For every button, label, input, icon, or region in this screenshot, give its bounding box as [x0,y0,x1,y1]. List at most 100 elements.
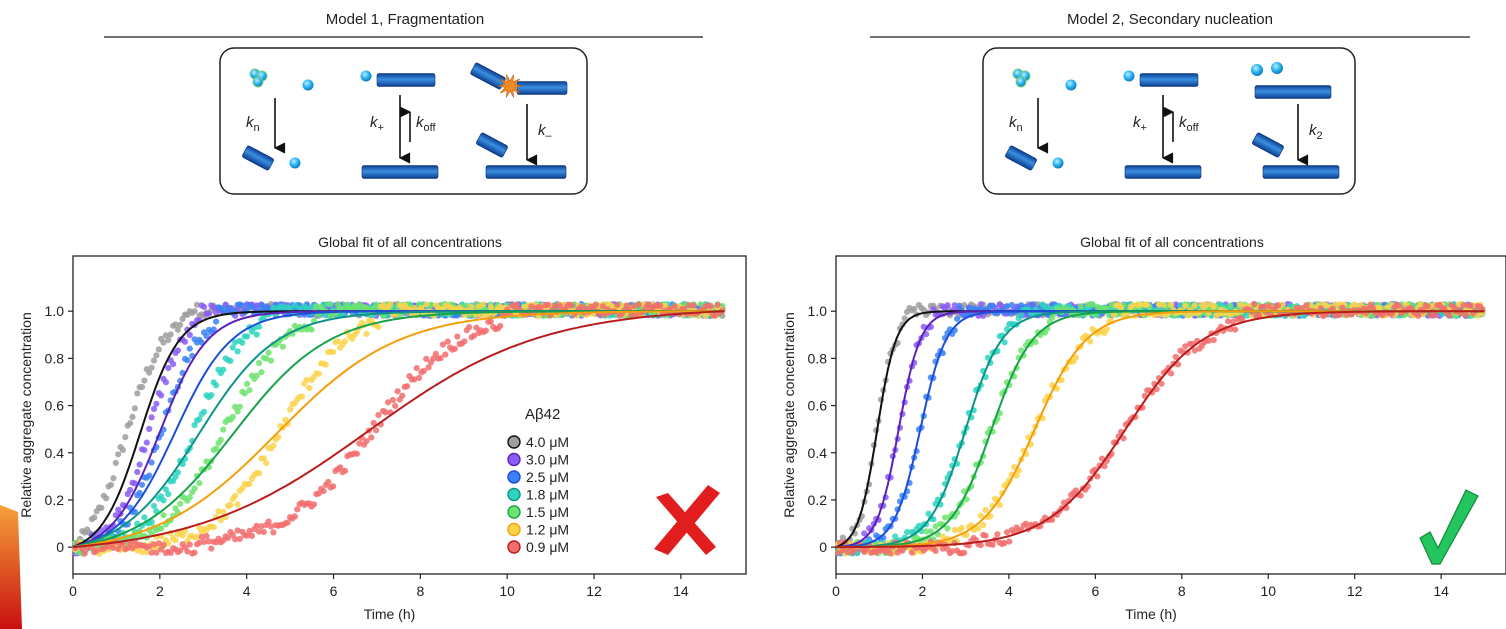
fibril [1124,165,1202,179]
monomer [1123,70,1135,82]
data-point [160,339,167,346]
fibril [1254,85,1332,99]
data-point [191,549,198,556]
data-point [1022,520,1030,527]
monomer [289,157,301,169]
data-point [91,514,98,521]
data-point [198,533,205,541]
data-point [184,357,191,364]
cross-mark [654,485,720,555]
data-point [1460,302,1467,309]
data-point [423,355,430,362]
data-point [315,370,322,377]
data-point [337,464,344,471]
data-point [363,330,370,337]
data-point [158,392,165,399]
legend-swatch [507,470,521,484]
data-point [213,382,220,389]
data-point [174,347,181,354]
data-point [186,494,193,501]
data-point [1396,302,1403,309]
data-point [165,336,172,344]
data-point [203,333,210,340]
data-point [241,390,248,397]
data-point [1274,302,1282,309]
data-point [951,526,958,534]
data-point [444,338,451,345]
data-point [279,343,286,350]
fit-lines [72,310,725,549]
data-point [263,460,270,467]
series-dots [72,301,726,550]
x-tick-label: 0 [69,583,77,599]
data-point [1001,539,1008,547]
data-point [330,483,337,490]
data-point [267,357,275,364]
data-point [165,491,172,498]
monomer [1251,64,1263,76]
data-point [275,434,282,441]
data-point [1094,473,1101,480]
data-point [425,364,432,371]
data-point [382,409,389,416]
data-point [420,367,427,375]
data-point [920,306,927,313]
data-point [153,400,160,407]
data-point [1182,303,1189,310]
data-point [172,321,179,328]
data-point [1158,380,1165,387]
monomer [1271,62,1283,74]
data-point [657,302,664,310]
data-point [1184,312,1191,319]
data-point [258,369,265,376]
data-point [932,523,939,530]
fibril [485,165,567,179]
data-point [270,529,277,536]
data-point [965,304,973,311]
data-point [246,480,253,487]
data-point [1384,304,1391,311]
data-point [160,512,167,519]
data-point [380,301,387,308]
data-point [170,361,177,368]
legend-swatch [507,540,521,554]
data-point [353,450,361,457]
data-point [234,501,241,508]
data-point [1377,304,1384,312]
data-point [103,495,110,502]
data-point [310,501,318,508]
data-point [1467,302,1474,309]
rate-constant-kminus: k– [538,122,553,142]
data-point [315,490,322,497]
fibril [376,73,436,87]
data-point [487,304,494,311]
legend-entry: 3.0 μM [526,452,569,468]
data-point [951,302,958,309]
data-point [389,396,396,404]
data-point [544,301,552,308]
data-point [697,301,704,308]
data-point [294,506,301,513]
data-point [325,301,332,308]
data-point [146,369,153,376]
y-axis-label: Relative aggregate concentration [18,312,34,517]
data-point [181,338,189,345]
legend: Aβ42 4.0 μM 3.0 μM2.5 μM 1.8 μM1.5 μM 1.2 μM… [507,406,569,555]
cross-stroke [654,485,720,555]
data-point [1474,312,1481,319]
data-point [1308,302,1315,309]
data-point [961,549,968,556]
data-points [835,301,1486,557]
data-point [253,331,260,338]
data-point [146,425,153,432]
data-point [143,549,150,556]
data-point [1144,301,1151,308]
data-point [468,303,475,310]
data-point [201,303,208,310]
data-point [160,497,167,504]
x-tick-label: 10 [499,583,515,599]
y-tick-label: 0 [819,539,827,555]
fit-lines [835,310,1485,549]
data-point [153,352,160,359]
